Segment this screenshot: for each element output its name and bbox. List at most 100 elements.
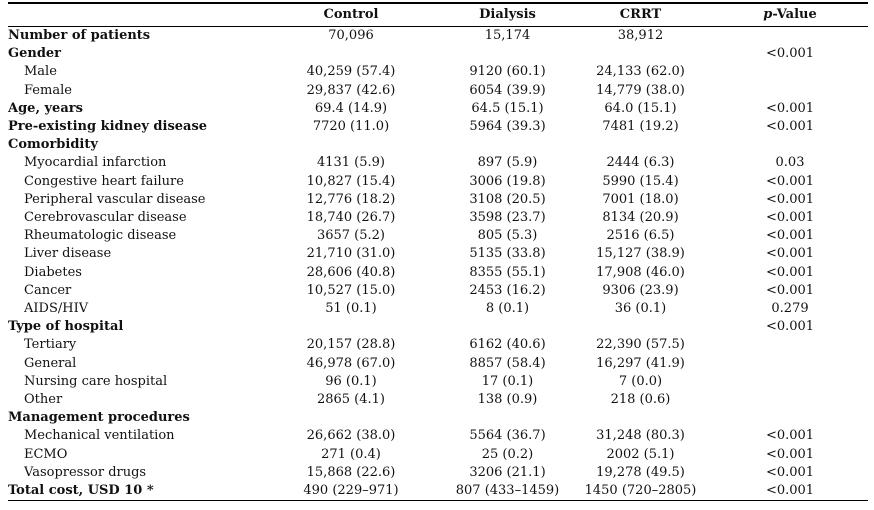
patient-characteristics-table: Control Dialysis CRRT p-Value Number of … bbox=[8, 2, 868, 502]
row-label: Peripheral vascular disease bbox=[24, 191, 206, 207]
dialysis-value: 25 (0.2) bbox=[481, 446, 534, 462]
p-value: <0.001 bbox=[765, 446, 815, 462]
dialysis-value: 5564 (36.7) bbox=[469, 428, 546, 444]
p-value bbox=[712, 373, 868, 391]
control-value: 490 (229–971) bbox=[256, 482, 446, 502]
table-row: Nursing care hospital 96 (0.1) 17 (0.1) 7 (… bbox=[8, 373, 868, 391]
p-value bbox=[712, 355, 868, 373]
table-row: Tertiary 20,157 (28.8) 6162 (40.6) 22,390 (… bbox=[8, 336, 868, 354]
row-label: Myocardial infarction bbox=[24, 155, 167, 171]
p-value bbox=[712, 27, 868, 46]
header-crrt: CRRT bbox=[569, 3, 712, 27]
p-value: <0.001 bbox=[765, 464, 815, 480]
row-label: Cancer bbox=[24, 282, 72, 298]
dialysis-value: 6054 (39.9) bbox=[469, 82, 546, 98]
header-variable bbox=[8, 3, 256, 27]
row-label: Comorbidity bbox=[8, 137, 98, 153]
crrt-value: 7 (0.0) bbox=[618, 373, 663, 389]
crrt-value: 2002 (5.1) bbox=[606, 446, 675, 462]
crrt-value: 2516 (6.5) bbox=[606, 228, 675, 244]
crrt-value: 14,779 (38.0) bbox=[596, 82, 685, 98]
row-label: Mechanical ventilation bbox=[24, 428, 175, 444]
crrt-value: 218 (0.6) bbox=[610, 392, 671, 408]
table-row: Peripheral vascular disease 12,776 (18.2)… bbox=[8, 191, 868, 209]
table-row: Management procedures bbox=[8, 409, 868, 427]
control-value: 70,096 bbox=[328, 28, 374, 43]
control-value: 15,868 (22.6) bbox=[306, 464, 396, 480]
crrt-value: 17,908 (46.0) bbox=[596, 264, 685, 280]
row-label: Diabetes bbox=[24, 264, 82, 280]
p-value: <0.001 bbox=[765, 210, 815, 226]
table-row: Pre-existing kidney disease 7720 (11.0) 59… bbox=[8, 118, 868, 136]
p-value: <0.001 bbox=[765, 191, 815, 207]
dialysis-value bbox=[446, 409, 569, 427]
dialysis-value: 3206 (21.1) bbox=[469, 464, 546, 480]
control-value: 69.4 (14.9) bbox=[314, 100, 388, 116]
control-value: 40,259 (57.4) bbox=[306, 64, 396, 80]
row-label: Age, years bbox=[8, 100, 83, 116]
p-value: <0.001 bbox=[765, 100, 815, 116]
table-row: Liver disease 21,710 (31.0) 5135 (33.8) 15,… bbox=[8, 245, 868, 263]
control-value bbox=[256, 318, 446, 336]
crrt-value: 7481 (19.2) bbox=[602, 119, 679, 135]
dialysis-value: 3006 (19.8) bbox=[469, 173, 546, 189]
dialysis-value: 3598 (23.7) bbox=[469, 210, 546, 226]
table-row: Diabetes 28,606 (40.8) 8355 (55.1) 17,908 (… bbox=[8, 264, 868, 282]
p-value bbox=[712, 391, 868, 409]
crrt-value bbox=[569, 409, 712, 427]
row-label: Cerebrovascular disease bbox=[24, 210, 187, 226]
control-value: 29,837 (42.6) bbox=[306, 82, 396, 98]
p-value bbox=[712, 409, 868, 427]
dialysis-value: 17 (0.1) bbox=[481, 373, 534, 389]
header-dialysis: Dialysis bbox=[446, 3, 569, 27]
row-label: Tertiary bbox=[24, 337, 77, 353]
p-value-suffix: -Value bbox=[772, 7, 817, 22]
crrt-value: 9306 (23.9) bbox=[602, 282, 679, 298]
p-value: <0.001 bbox=[712, 482, 868, 502]
p-value: <0.001 bbox=[765, 428, 815, 444]
table-row: Mechanical ventilation 26,662 (38.0) 5564 … bbox=[8, 427, 868, 445]
table-row: ECMO 271 (0.4) 25 (0.2) 2002 (5.1) <0.001 bbox=[8, 446, 868, 464]
dialysis-value: 5135 (33.8) bbox=[469, 246, 546, 262]
row-label: Gender bbox=[8, 46, 62, 62]
p-value bbox=[712, 136, 868, 154]
control-value: 10,827 (15.4) bbox=[306, 173, 396, 189]
row-label: Liver disease bbox=[24, 246, 112, 262]
dialysis-value: 138 (0.9) bbox=[477, 392, 538, 408]
dialysis-value: 2453 (16.2) bbox=[469, 282, 546, 298]
p-value: <0.001 bbox=[765, 119, 815, 135]
table-row: Vasopressor drugs 15,868 (22.6) 3206 (21.1… bbox=[8, 464, 868, 482]
row-label: Male bbox=[24, 64, 57, 80]
dialysis-value bbox=[446, 45, 569, 63]
table-row: Male 40,259 (57.4) 9120 (60.1) 24,133 (62.0… bbox=[8, 63, 868, 81]
dialysis-value: 897 (5.9) bbox=[477, 155, 538, 171]
row-label: General bbox=[24, 355, 77, 371]
table-row: Cerebrovascular disease 18,740 (26.7) 3598… bbox=[8, 209, 868, 227]
row-label: Other bbox=[24, 392, 63, 408]
row-label: Total cost, USD 10 * bbox=[8, 482, 256, 502]
control-value: 46,978 (67.0) bbox=[306, 355, 396, 371]
p-value: 0.03 bbox=[775, 155, 805, 171]
crrt-value: 8134 (20.9) bbox=[602, 210, 679, 226]
row-label: Vasopressor drugs bbox=[24, 464, 147, 480]
dialysis-value: 8355 (55.1) bbox=[469, 264, 546, 280]
table-row: Rheumatologic disease 3657 (5.2) 805 (5.3)… bbox=[8, 227, 868, 245]
crrt-value: 19,278 (49.5) bbox=[596, 464, 685, 480]
control-value: 21,710 (31.0) bbox=[306, 246, 396, 262]
crrt-value: 5990 (15.4) bbox=[602, 173, 679, 189]
dialysis-value: 8 (0.1) bbox=[485, 301, 530, 317]
table-row: Total cost, USD 10 * 490 (229–971) 807 (43… bbox=[8, 482, 868, 502]
crrt-value bbox=[569, 318, 712, 336]
dialysis-value: 805 (5.3) bbox=[477, 228, 538, 244]
crrt-value: 31,248 (80.3) bbox=[596, 428, 685, 444]
dialysis-value bbox=[446, 318, 569, 336]
table-row: Age, years 69.4 (14.9) 64.5 (15.1) 64.0 (15… bbox=[8, 100, 868, 118]
control-value: 18,740 (26.7) bbox=[306, 210, 396, 226]
dialysis-value: 5964 (39.3) bbox=[469, 119, 546, 135]
row-label: Management procedures bbox=[8, 410, 190, 426]
row-label: Congestive heart failure bbox=[24, 173, 184, 189]
table-row: Female 29,837 (42.6) 6054 (39.9) 14,779 (38… bbox=[8, 82, 868, 100]
control-value: 96 (0.1) bbox=[325, 373, 377, 389]
dialysis-value: 15,174 bbox=[484, 28, 531, 43]
p-value bbox=[712, 63, 868, 81]
